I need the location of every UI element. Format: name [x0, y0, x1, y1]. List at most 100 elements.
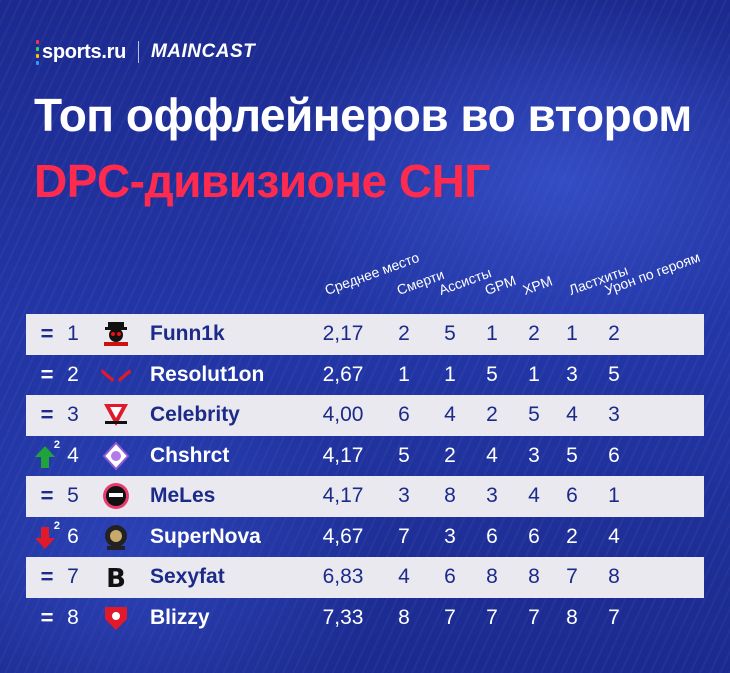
team-logo: B [100, 557, 132, 598]
table-row: = 8 Blizzy 7,33 8 7 7 7 8 7 [26, 598, 704, 639]
stat-hero-damage: 3 [608, 403, 620, 427]
stat-gpm: 5 [486, 362, 498, 386]
avg-place: 4,17 [322, 443, 364, 467]
trend-same: = [40, 604, 54, 630]
player-name: Sexyfat [150, 565, 225, 589]
stat-deaths: 5 [398, 443, 410, 467]
stat-xpm: 6 [528, 524, 540, 548]
trend-same: = [40, 321, 54, 347]
table-row: = 1 Funn1k 2,17 2 5 1 2 1 2 [26, 314, 704, 355]
stat-hero-damage: 2 [608, 322, 620, 346]
trend-same: = [40, 361, 54, 387]
table-row: = 2 Resolut1on 2,67 1 1 5 1 3 5 [26, 355, 704, 396]
page-title-line2: DPC-дивизионе СНГ [34, 155, 490, 207]
team-logo [100, 598, 132, 639]
stat-assists: 7 [444, 605, 456, 629]
stat-lasthits: 1 [566, 322, 578, 346]
stat-gpm: 3 [486, 484, 498, 508]
player-name: Chshrct [150, 443, 230, 467]
avg-place: 2,67 [322, 362, 364, 386]
player-name: Funn1k [150, 322, 225, 346]
table-row: 2 4 Chshrct 4,17 5 2 4 3 5 6 [26, 436, 704, 477]
trend-same: = [40, 564, 54, 590]
trend-cell: = [32, 314, 62, 355]
stat-assists: 4 [444, 403, 456, 427]
team-logo [100, 476, 132, 517]
trend-change: 2 [53, 519, 60, 532]
rank: 8 [67, 605, 79, 629]
rank: 5 [67, 484, 79, 508]
v-emblem-icon [101, 400, 131, 430]
stat-assists: 1 [444, 362, 456, 386]
trend-cell: = [32, 476, 62, 517]
purple-crest-icon [101, 441, 131, 471]
trend-change: 2 [53, 438, 60, 451]
stat-deaths: 3 [398, 484, 410, 508]
table-row: = 7 B Sexyfat 6,83 4 6 8 8 7 8 [26, 557, 704, 598]
maincast-logo: MAINCAST [150, 41, 256, 62]
stat-lasthits: 6 [566, 484, 578, 508]
stat-gpm: 1 [486, 322, 498, 346]
stat-gpm: 6 [486, 524, 498, 548]
stat-hero-damage: 8 [608, 565, 620, 589]
rank: 1 [67, 322, 79, 346]
table-row: = 3 Celebrity 4,00 6 4 2 5 4 3 [26, 395, 704, 436]
team-logo [100, 314, 132, 355]
stat-hero-damage: 5 [608, 362, 620, 386]
trend-cell: = [32, 355, 62, 396]
trend-same: = [40, 402, 54, 428]
stat-lasthits: 8 [566, 605, 578, 629]
stat-lasthits: 3 [566, 362, 578, 386]
trend-down-icon: 2 [32, 519, 62, 552]
sports-logo: sports.ru [42, 40, 126, 63]
stat-gpm: 7 [486, 605, 498, 629]
team-logo [100, 436, 132, 477]
page-title-line1: Топ оффлейнеров во втором [34, 89, 692, 141]
stat-assists: 3 [444, 524, 456, 548]
trend-cell: 2 [32, 517, 62, 558]
stat-assists: 8 [444, 484, 456, 508]
lion-badge-icon [101, 522, 131, 552]
stat-assists: 6 [444, 565, 456, 589]
stat-lasthits: 4 [566, 403, 578, 427]
trend-same: = [40, 483, 54, 509]
stat-xpm: 5 [528, 403, 540, 427]
player-name: SuperNova [150, 524, 261, 548]
rank: 7 [67, 565, 79, 589]
stat-lasthits: 5 [566, 443, 578, 467]
table-row: 2 6 SuperNova 4,67 7 3 6 6 2 4 [26, 517, 704, 558]
stat-gpm: 8 [486, 565, 498, 589]
stat-hero-damage: 6 [608, 443, 620, 467]
stat-xpm: 7 [528, 605, 540, 629]
red-wings-icon [101, 360, 131, 390]
rank: 6 [67, 524, 79, 548]
rank: 2 [67, 362, 79, 386]
sports-dot-icon [36, 39, 39, 65]
table-row: = 5 MeLes 4,17 3 8 3 4 6 1 [26, 476, 704, 517]
stat-assists: 2 [444, 443, 456, 467]
trend-up-icon: 2 [32, 438, 62, 471]
b-letter-icon: B [101, 562, 131, 592]
trend-cell: = [32, 395, 62, 436]
trend-cell: = [32, 557, 62, 598]
stat-xpm: 3 [528, 443, 540, 467]
stat-hero-damage: 1 [608, 484, 620, 508]
stat-xpm: 2 [528, 322, 540, 346]
brand-divider [137, 41, 139, 63]
stat-deaths: 1 [398, 362, 410, 386]
stat-lasthits: 2 [566, 524, 578, 548]
team-logo [100, 395, 132, 436]
mask-face-icon [101, 481, 131, 511]
brand-bar: sports.ru MAINCAST [36, 38, 255, 66]
avg-place: 4,00 [322, 403, 364, 427]
stat-deaths: 8 [398, 605, 410, 629]
player-name: Celebrity [150, 403, 240, 427]
red-shield-icon [101, 603, 131, 633]
avg-place: 7,33 [322, 605, 364, 629]
stat-deaths: 7 [398, 524, 410, 548]
avg-place: 2,17 [322, 322, 364, 346]
player-name: Blizzy [150, 605, 210, 629]
stat-lasthits: 7 [566, 565, 578, 589]
stat-assists: 5 [444, 322, 456, 346]
stat-xpm: 1 [528, 362, 540, 386]
